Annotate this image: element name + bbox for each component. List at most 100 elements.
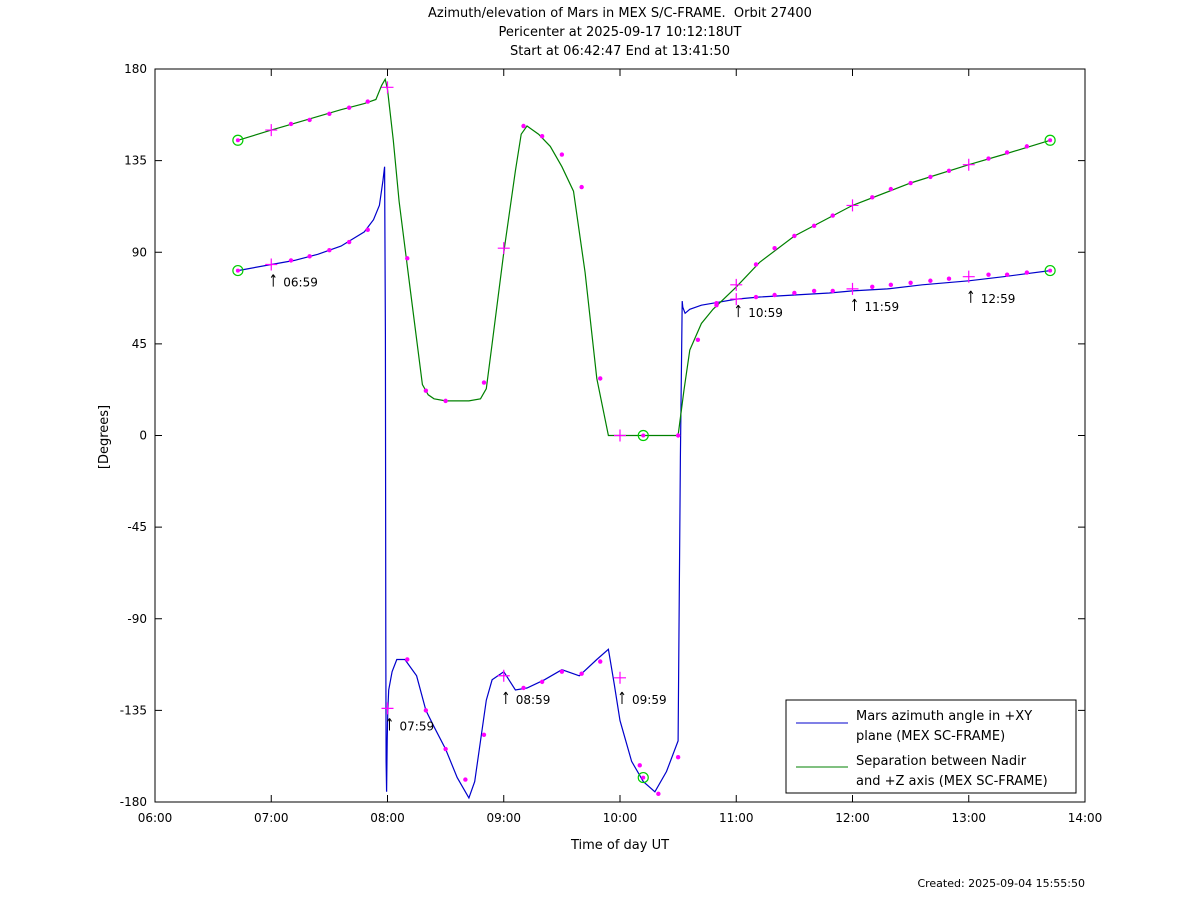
data-point-dot [772,292,777,298]
hour-cross-marker [497,242,510,255]
legend-label-separation-line-1: Separation between Nadir [856,754,1027,769]
data-point-dot [423,708,429,713]
hour-cross-marker [962,270,975,283]
endpoint-circle-marker [1044,264,1056,277]
data-point-dot [811,223,817,228]
legend-label-azimuth-line-2: plane (MEX SC-FRAME) [856,729,1005,744]
x-tick-label: 10:00 [603,811,638,825]
time-label: 09:59 [632,693,667,707]
data-point-dot [1024,270,1030,275]
data-point-dot [559,669,565,674]
data-point-dot [695,337,701,343]
endpoint-center-dot [1048,138,1053,143]
data-point-dot [811,288,817,294]
time-label: 12:59 [981,292,1016,306]
time-label-arrow [735,304,741,318]
x-tick-label: 14:00 [1068,811,1103,825]
time-label-arrow [968,290,974,303]
data-point-dot [481,380,487,385]
data-point-dot [346,105,352,110]
data-point-dot [986,156,991,161]
endpoint-circle-marker [232,134,244,146]
data-point-dot [481,732,487,738]
time-label: 07:59 [400,719,435,733]
x-tick-label: 09:00 [486,811,521,825]
time-label: 11:59 [865,300,900,314]
data-point-dot [946,168,952,174]
hour-cross-marker [497,669,510,682]
title-line-2: Pericenter at 2025-09-17 10:12:18UT [498,25,742,40]
legend-label-azimuth-line-1: Mars azimuth angle in +XY [856,709,1032,724]
endpoint-circle-marker [637,429,649,442]
hour-cross-marker [381,702,394,715]
data-point-dot [928,174,933,180]
title-line-3: Start at 06:42:47 End at 13:41:50 [509,44,731,59]
legend-label-separation-line-2: and +Z axis (MEX SC-FRAME) [856,774,1048,789]
data-point-dot [521,685,526,691]
data-point-dot [772,245,777,251]
y-tick-label: 0 [139,429,147,443]
data-point-dot [443,398,448,404]
data-point-dot [559,152,565,157]
data-point-dot [423,388,429,393]
x-axis-label: Time of day UT [570,838,669,853]
legend: Mars azimuth angle in +XY plane (MEX SC-… [785,699,1077,794]
chart-title: Azimuth/elevation of Mars in MEX S/C-FRA… [0,4,1200,61]
data-point-dot [327,248,332,253]
data-point-dot [598,659,603,664]
time-label-arrow [270,274,276,287]
hour-cross-marker [730,293,743,306]
x-tick-label: 07:00 [254,811,289,825]
data-point-dot [870,195,875,200]
series-line-separation [237,77,1051,437]
y-tick-label: -180 [120,795,147,809]
time-label: 08:59 [516,693,551,707]
data-point-dot [443,746,448,752]
data-point-dot [307,117,312,123]
time-label-arrow [387,718,392,731]
endpoint-circle-marker [637,771,649,784]
y-tick-label: 135 [124,154,147,168]
data-point-dot [539,133,545,139]
hour-cross-marker [614,429,626,442]
data-point-dot [753,294,759,300]
y-tick-label: -135 [120,703,147,717]
y-tick-label: 45 [132,337,147,351]
data-point-dot [346,239,352,245]
data-point-dot [463,777,468,782]
time-label-arrow [852,298,857,312]
data-point-dot [521,123,526,129]
hour-cross-marker [265,258,278,271]
data-point-dot [714,300,719,306]
series-layer [237,77,1051,800]
marker-layer: 06:59 07:59 08:59 09:59 10:59 11:59 12:59 [232,81,1056,797]
x-tick-label: 13:00 [951,811,986,825]
x-tick-label: 06:00 [138,811,173,825]
endpoint-center-dot [641,775,646,780]
data-point-dot [986,272,991,277]
data-point-dot [579,184,584,190]
legend-box [785,699,1077,794]
endpoint-circle-marker [1044,134,1056,146]
data-point-dot [830,288,835,294]
data-point-dot [675,755,681,760]
data-point-dot [792,290,797,296]
data-point-dot [908,180,913,186]
data-point-dot [307,254,312,259]
data-point-dot [365,99,370,104]
hour-cross-marker [846,199,859,212]
series-line-azimuth [237,166,1051,800]
hour-cross-marker [614,671,626,684]
hour-cross-marker [730,278,743,291]
time-label-arrow [619,691,625,704]
hour-cross-marker [265,124,278,137]
time-label: 10:59 [748,306,783,320]
data-point-dot [792,233,797,239]
data-point-dot [675,433,681,438]
endpoint-center-dot [641,433,646,438]
time-label: 06:59 [283,276,318,290]
data-point-dot [579,671,584,676]
time-label-arrow [503,691,509,704]
hour-cross-marker [962,158,975,171]
